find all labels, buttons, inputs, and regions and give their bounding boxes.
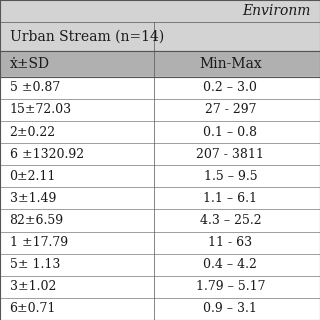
- Text: Urban Stream (n=14): Urban Stream (n=14): [10, 30, 164, 44]
- Text: Min-Max: Min-Max: [199, 57, 262, 71]
- Bar: [0, 276, 320, 298]
- Bar: [0, 22, 320, 51]
- Text: 3±1.02: 3±1.02: [10, 280, 56, 293]
- Text: 3±1.49: 3±1.49: [10, 192, 56, 205]
- Text: 1.79 – 5.17: 1.79 – 5.17: [196, 280, 265, 293]
- Bar: [0, 121, 320, 143]
- Text: 6±0.71: 6±0.71: [10, 302, 56, 316]
- Text: 1.1 – 6.1: 1.1 – 6.1: [204, 192, 257, 205]
- Text: 0.2 – 3.0: 0.2 – 3.0: [204, 81, 257, 94]
- Text: 6 ±1320.92: 6 ±1320.92: [10, 148, 84, 161]
- Bar: [0, 99, 320, 121]
- Text: 4.3 – 25.2: 4.3 – 25.2: [200, 214, 261, 227]
- Bar: [0, 298, 320, 320]
- Bar: [0, 77, 320, 99]
- Text: 82±6.59: 82±6.59: [10, 214, 64, 227]
- Bar: [0, 254, 320, 276]
- Text: 2±0.22: 2±0.22: [10, 125, 56, 139]
- Bar: [0, 187, 320, 210]
- Text: 5 ±0.87: 5 ±0.87: [10, 81, 60, 94]
- Text: 27 - 297: 27 - 297: [205, 103, 256, 116]
- Text: 11 - 63: 11 - 63: [208, 236, 252, 249]
- Bar: [0, 143, 320, 165]
- Bar: [0, 232, 320, 254]
- Text: 15±72.03: 15±72.03: [10, 103, 72, 116]
- Text: 0.4 – 4.2: 0.4 – 4.2: [204, 258, 257, 271]
- Text: 1 ±17.79: 1 ±17.79: [10, 236, 68, 249]
- Text: 0.1 – 0.8: 0.1 – 0.8: [204, 125, 257, 139]
- Text: 0±2.11: 0±2.11: [10, 170, 56, 183]
- Text: 5± 1.13: 5± 1.13: [10, 258, 60, 271]
- Text: 207 - 3811: 207 - 3811: [196, 148, 264, 161]
- Text: 1.5 – 9.5: 1.5 – 9.5: [204, 170, 257, 183]
- Bar: [0, 51, 320, 77]
- Text: ẋ±SD: ẋ±SD: [10, 57, 50, 71]
- Text: 0.9 – 3.1: 0.9 – 3.1: [204, 302, 257, 316]
- Bar: [0, 0, 320, 22]
- Bar: [0, 165, 320, 187]
- Text: Environm: Environm: [242, 4, 310, 18]
- Bar: [0, 210, 320, 232]
